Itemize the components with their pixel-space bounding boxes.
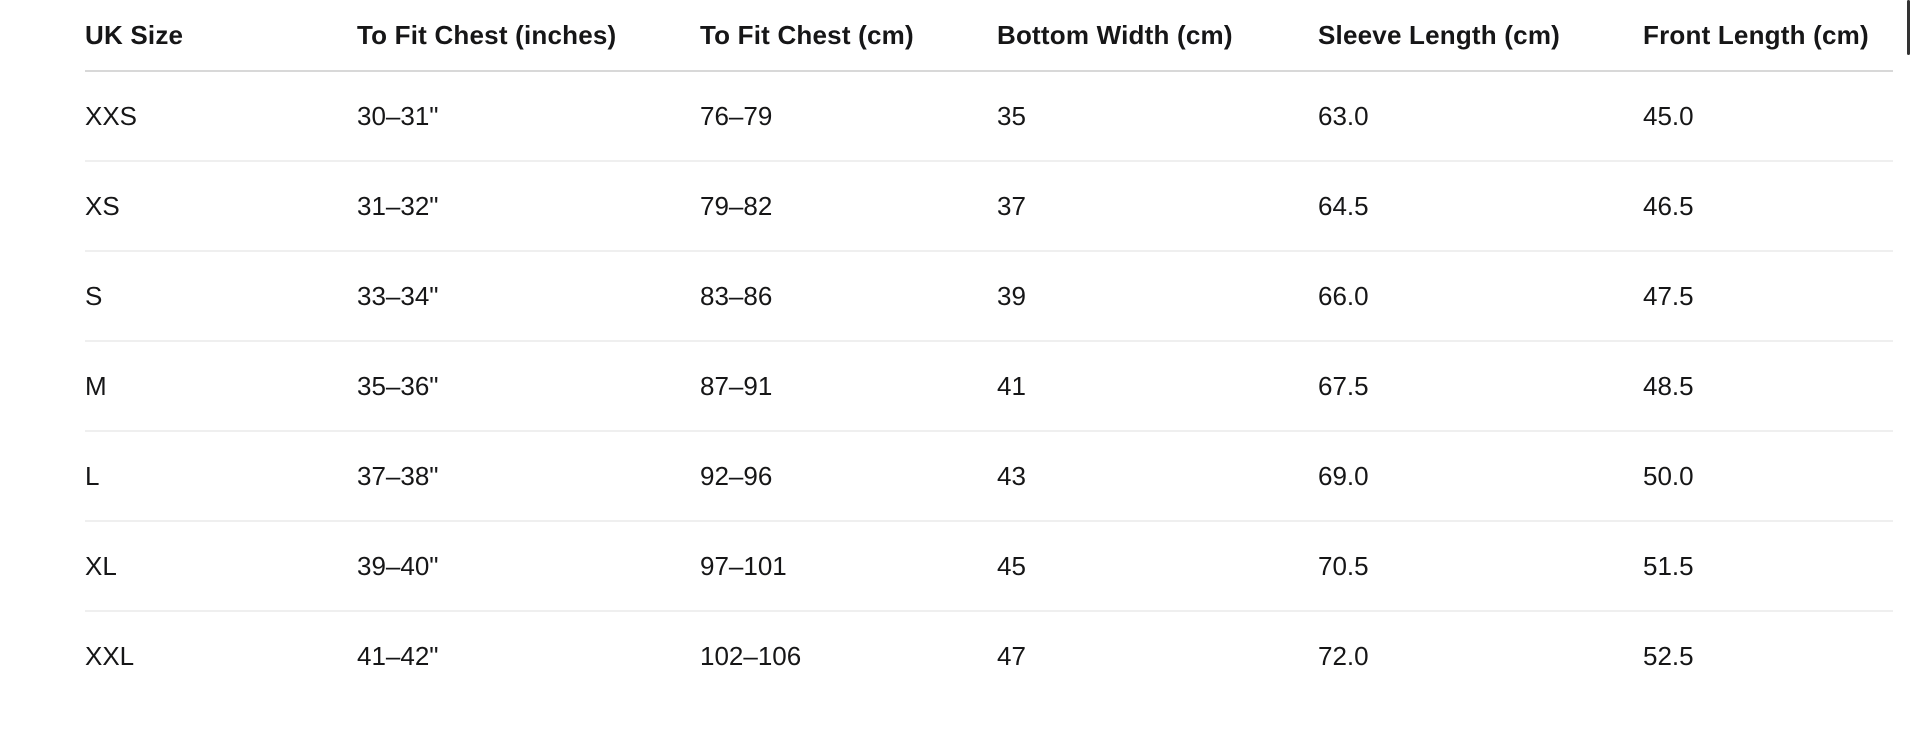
cell-chest-cm: 102–106 <box>700 641 802 671</box>
vertical-scrollbar-thumb[interactable] <box>1907 0 1910 55</box>
cell-size: S <box>85 251 357 342</box>
table-row-xs: XS 31–32" 79–82 37 64.5 46.5 <box>85 161 1893 252</box>
table-row-l: L 37–38" 92–96 43 69.0 50.0 <box>85 431 1893 522</box>
cell-size: XL <box>85 521 357 612</box>
cell-front-length: 50.0 <box>1643 431 1893 522</box>
size-chart-body: XXS 30–31" 76–79 35 63.0 45.0 XS 31–32" … <box>85 71 1893 701</box>
column-header-sleeve-length: Sleeve Length (cm) <box>1318 0 1643 72</box>
table-row-xl: XL 39–40" 97–101 45 70.5 51.5 <box>85 521 1893 612</box>
cell-size: L <box>85 431 357 522</box>
cell-sleeve-length: 69.0 <box>1318 431 1643 522</box>
column-header-chest-cm: To Fit Chest (cm) <box>700 0 997 72</box>
cell-bottom-width: 39 <box>997 251 1318 342</box>
column-header-front-length: Front Length (cm) <box>1643 0 1893 72</box>
cell-chest-cm: 92–96 <box>700 431 997 522</box>
cell-sleeve-length: 64.5 <box>1318 161 1643 252</box>
cell-front-length: 52.5 <box>1643 641 1694 671</box>
cell-chest-cm: 79–82 <box>700 161 997 252</box>
cell-front-length: 48.5 <box>1643 341 1893 432</box>
cell-front-length: 45.0 <box>1643 71 1893 162</box>
cell-bottom-width: 41 <box>997 341 1318 432</box>
cell-size: XXL <box>85 641 135 671</box>
table-row-xxs: XXS 30–31" 76–79 35 63.0 45.0 <box>85 71 1893 162</box>
cell-front-length: 46.5 <box>1643 161 1893 252</box>
cell-chest-inches: 39–40" <box>357 521 700 612</box>
cell-chest-inches: 41–42" <box>357 641 439 671</box>
table-row-xxl: XXL 41–42" 102–106 47 72.0 52.5 <box>85 611 1893 701</box>
cell-chest-cm: 76–79 <box>700 71 997 162</box>
cell-chest-cm: 83–86 <box>700 251 997 342</box>
cell-bottom-width: 43 <box>997 431 1318 522</box>
cell-chest-inches: 35–36" <box>357 341 700 432</box>
cell-chest-inches: 37–38" <box>357 431 700 522</box>
size-chart-table: UK Size To Fit Chest (inches) To Fit Che… <box>85 0 1893 701</box>
cell-front-length: 47.5 <box>1643 251 1893 342</box>
size-chart-header: UK Size To Fit Chest (inches) To Fit Che… <box>85 0 1893 72</box>
cell-chest-inches: 30–31" <box>357 71 700 162</box>
cell-bottom-width: 37 <box>997 161 1318 252</box>
column-header-uk-size: UK Size <box>85 0 357 72</box>
cell-sleeve-length: 67.5 <box>1318 341 1643 432</box>
cell-bottom-width: 47 <box>997 641 1026 671</box>
cell-sleeve-length: 66.0 <box>1318 251 1643 342</box>
header-row: UK Size To Fit Chest (inches) To Fit Che… <box>85 0 1893 72</box>
column-header-bottom-width: Bottom Width (cm) <box>997 0 1318 72</box>
cell-size: M <box>85 341 357 432</box>
cell-size: XXS <box>85 71 357 162</box>
cell-bottom-width: 35 <box>997 71 1318 162</box>
cell-chest-cm: 87–91 <box>700 341 997 432</box>
cell-chest-inches: 33–34" <box>357 251 700 342</box>
table-row-m: M 35–36" 87–91 41 67.5 48.5 <box>85 341 1893 432</box>
cell-sleeve-length: 63.0 <box>1318 71 1643 162</box>
cell-chest-cm: 97–101 <box>700 521 997 612</box>
cell-size: XS <box>85 161 357 252</box>
cell-sleeve-length: 72.0 <box>1318 641 1369 671</box>
cell-bottom-width: 45 <box>997 521 1318 612</box>
cell-chest-inches: 31–32" <box>357 161 700 252</box>
cell-sleeve-length: 70.5 <box>1318 521 1643 612</box>
column-header-chest-inches: To Fit Chest (inches) <box>357 0 700 72</box>
cell-front-length: 51.5 <box>1643 521 1893 612</box>
table-row-s: S 33–34" 83–86 39 66.0 47.5 <box>85 251 1893 342</box>
